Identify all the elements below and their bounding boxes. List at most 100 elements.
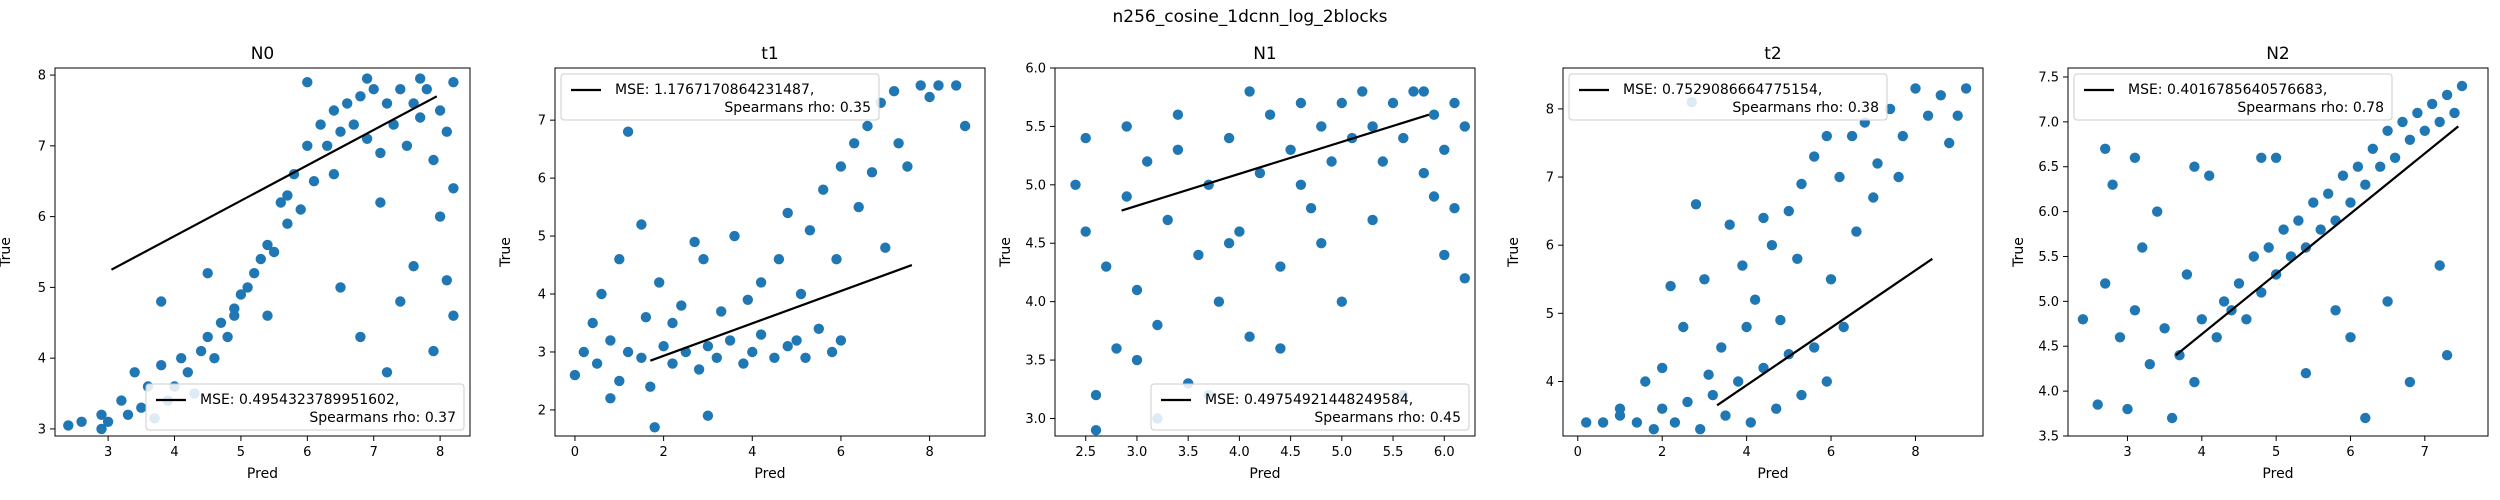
scatter-point: [2189, 161, 2200, 172]
scatter-point: [1796, 178, 1807, 190]
scatter-point: [222, 331, 233, 343]
scatter-point: [1336, 97, 1348, 109]
legend-mse: MSE: 0.4016785640576683,: [2128, 82, 2327, 98]
x-tick-label: 6: [1827, 445, 1835, 460]
scatter-point: [428, 345, 439, 357]
scatter-point: [1846, 130, 1858, 142]
scatter-point: [1418, 86, 1430, 97]
legend-mse: MSE: 0.49754921448249584,: [1205, 392, 1413, 408]
scatter-point: [255, 253, 266, 265]
scatter-point: [2434, 260, 2445, 271]
panel-title: N1: [1253, 44, 1277, 64]
scatter-point: [1264, 109, 1276, 120]
scatter-point: [1111, 343, 1122, 354]
y-axis-label: True: [998, 237, 1014, 268]
x-tick-label: 3.5: [1178, 445, 1199, 460]
scatter-point: [1142, 156, 1153, 167]
scatter-point: [262, 239, 273, 251]
axes-frame: [54, 67, 471, 437]
scatter-point: [116, 395, 127, 406]
scatter-point: [1326, 156, 1337, 167]
scatter-point: [355, 91, 366, 102]
y-tick-label: 4.0: [1025, 295, 1046, 310]
legend-box: [1568, 73, 1888, 121]
scatter-point: [862, 120, 873, 132]
x-tick-label: 4.5: [1280, 445, 1301, 460]
scatter-point: [328, 169, 340, 180]
scatter-point: [355, 331, 366, 343]
y-tick-label: 6: [38, 210, 46, 225]
scatter-point: [322, 140, 333, 151]
scatter-point: [622, 346, 634, 358]
scatter-point: [428, 154, 439, 166]
scatter-point: [1090, 389, 1102, 401]
scatter-point: [1796, 389, 1807, 401]
fit-line: [649, 264, 913, 362]
scatter-point: [1783, 205, 1795, 217]
scatter-point: [667, 317, 678, 329]
x-tick-label: 3: [104, 445, 112, 460]
scatter-point: [1367, 121, 1378, 132]
y-tick-label: 5: [538, 230, 546, 245]
y-tick-label: 7: [38, 139, 46, 154]
scatter-point: [2427, 98, 2438, 110]
scatter-point: [769, 352, 780, 363]
scatter-point: [1669, 417, 1681, 428]
x-tick-label: 8: [925, 445, 933, 460]
scatter-point: [2300, 242, 2312, 253]
axes-frame: [554, 67, 986, 437]
scatter-point: [2456, 80, 2468, 92]
scatter-point: [1648, 424, 1660, 435]
scatter-point: [1121, 191, 1132, 202]
scatter-point: [1285, 144, 1296, 155]
x-tick-label: 5: [237, 445, 245, 460]
scatter-point: [2189, 376, 2200, 388]
scatter-point: [2233, 278, 2245, 289]
scatter-point: [2412, 107, 2423, 119]
scatter-point: [1336, 296, 1348, 307]
scatter-point: [1631, 417, 1643, 428]
y-tick-label: 3: [38, 422, 46, 437]
y-tick-label: 8: [38, 69, 46, 84]
scatter-point: [2204, 170, 2215, 181]
scatter-point: [800, 352, 811, 363]
scatter-point: [1758, 362, 1769, 374]
scatter-point: [1703, 369, 1714, 380]
scatter-point: [605, 393, 616, 404]
scatter-point: [282, 218, 293, 229]
x-axis-label: Pred: [754, 466, 785, 482]
scatter-point: [1459, 121, 1471, 132]
scatter-point: [1387, 97, 1399, 109]
scatter-point: [2248, 251, 2259, 262]
scatter-point: [2352, 161, 2364, 172]
scatter-point: [2114, 332, 2126, 343]
scatter-point: [361, 133, 373, 144]
legend: MSE: 0.49754921448249584, Spearmans rho: …: [1150, 383, 1470, 431]
scatter-point: [1707, 389, 1719, 401]
scatter-point: [645, 381, 656, 392]
scatter-point: [348, 119, 359, 130]
scatter-point: [1357, 86, 1368, 97]
scatter-point: [1295, 97, 1307, 109]
scatter-point: [2122, 403, 2133, 415]
scatter-point: [275, 197, 286, 208]
scatter-point: [2181, 269, 2193, 280]
scatter-point: [195, 345, 207, 357]
scatter-point: [408, 261, 419, 272]
x-tick-label: 2.5: [1075, 445, 1096, 460]
y-tick-label: 6.0: [1025, 62, 1046, 77]
scatter-point: [658, 341, 669, 352]
scatter-point: [835, 335, 847, 346]
legend: MSE: 0.7529086664775154, Spearmans rho: 0…: [1568, 73, 1888, 121]
scatter-point: [1070, 179, 1081, 190]
scatter-point: [2300, 368, 2312, 379]
scatter-point: [698, 254, 709, 265]
y-tick-label: 4: [538, 288, 546, 303]
scatter-point: [2367, 143, 2378, 154]
scatter-point: [702, 341, 714, 352]
scatter-point: [640, 312, 652, 323]
scatter-point: [782, 341, 793, 352]
scatter-point: [1825, 274, 1837, 285]
scatter-point: [215, 317, 227, 328]
fit-line: [1716, 257, 1933, 407]
